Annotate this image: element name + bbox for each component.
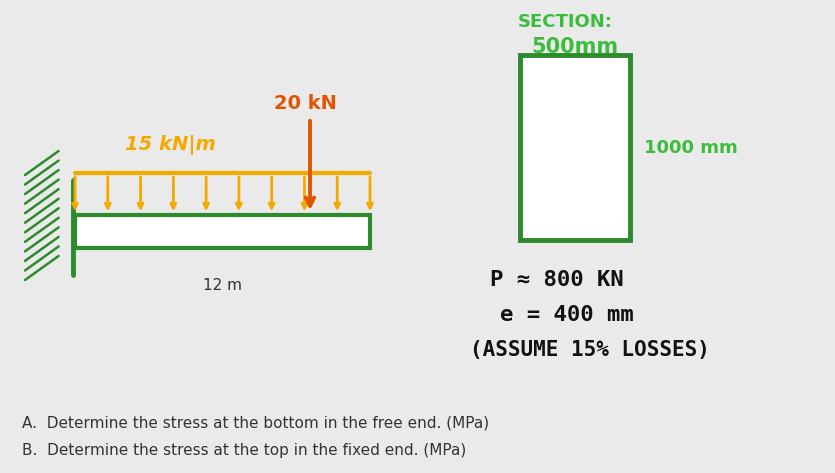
- Bar: [75, 215, 370, 248]
- Text: 500mm: 500mm: [531, 37, 619, 57]
- Text: 15 kN|m: 15 kN|m: [124, 135, 215, 155]
- Text: SECTION:: SECTION:: [518, 13, 612, 31]
- Text: (ASSUME 15% LOSSES): (ASSUME 15% LOSSES): [470, 340, 710, 360]
- Text: e = 400 mm: e = 400 mm: [500, 305, 634, 325]
- Text: 20 kN: 20 kN: [274, 94, 337, 113]
- Bar: [520, 55, 630, 240]
- Text: A.  Determine the stress at the bottom in the free end. (MPa): A. Determine the stress at the bottom in…: [22, 415, 489, 430]
- Text: 12 m: 12 m: [203, 278, 242, 293]
- Text: 1000 mm: 1000 mm: [644, 139, 738, 157]
- Text: P ≈ 800 KN: P ≈ 800 KN: [490, 270, 624, 290]
- Text: B.  Determine the stress at the top in the fixed end. (MPa): B. Determine the stress at the top in th…: [22, 443, 466, 458]
